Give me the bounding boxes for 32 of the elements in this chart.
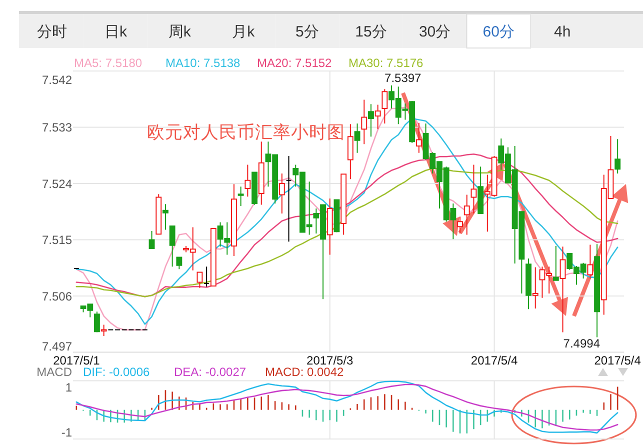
category-label: 4h — [554, 24, 571, 40]
category-label: 5分 — [296, 24, 319, 40]
text: MA5: 7.5180 — [74, 56, 142, 70]
y-tick-label: 7.542 — [42, 73, 72, 87]
series-label: DEA: -0.0027 — [174, 365, 246, 379]
y-tick-label: -1 — [61, 426, 72, 440]
x-tick-label: 2017/5/4 — [594, 353, 642, 368]
category-label: 分时 — [37, 24, 67, 40]
series-label: DIF: -0.0006 — [83, 365, 150, 379]
text: MA20: 7.5152 — [257, 56, 332, 70]
category-label: 周k — [168, 24, 192, 40]
text: MA10: 7.5138 — [166, 56, 241, 70]
y-tick-label: 7.497 — [42, 339, 72, 354]
category-label: 60分 — [482, 24, 514, 40]
y-tick-label: 7.533 — [42, 120, 72, 135]
y-tick-label: 1 — [65, 380, 72, 395]
category-label: 15分 — [355, 24, 387, 40]
text: 欧元对人民币汇率小时图 — [147, 122, 345, 142]
text: MA30: 7.5176 — [348, 56, 424, 70]
x-tick-label: 2017/5/1 — [53, 353, 100, 368]
category-label: 30分 — [418, 24, 451, 40]
category-label: 日k — [104, 24, 128, 40]
annotation: 7.5397 — [384, 70, 422, 85]
chart-title: MACD — [36, 365, 72, 379]
annotation: 7.4994 — [563, 336, 600, 350]
x-tick-label: 2017/5/4 — [470, 353, 518, 368]
y-tick-label: 7.515 — [42, 233, 72, 248]
y-tick-label: 7.506 — [42, 289, 72, 304]
series-label: MACD: 0.0042 — [265, 365, 344, 379]
y-tick-label: 7.524 — [42, 176, 72, 191]
x-tick-label: 2017/5/3 — [306, 353, 354, 368]
category-label: 月k — [232, 24, 256, 40]
